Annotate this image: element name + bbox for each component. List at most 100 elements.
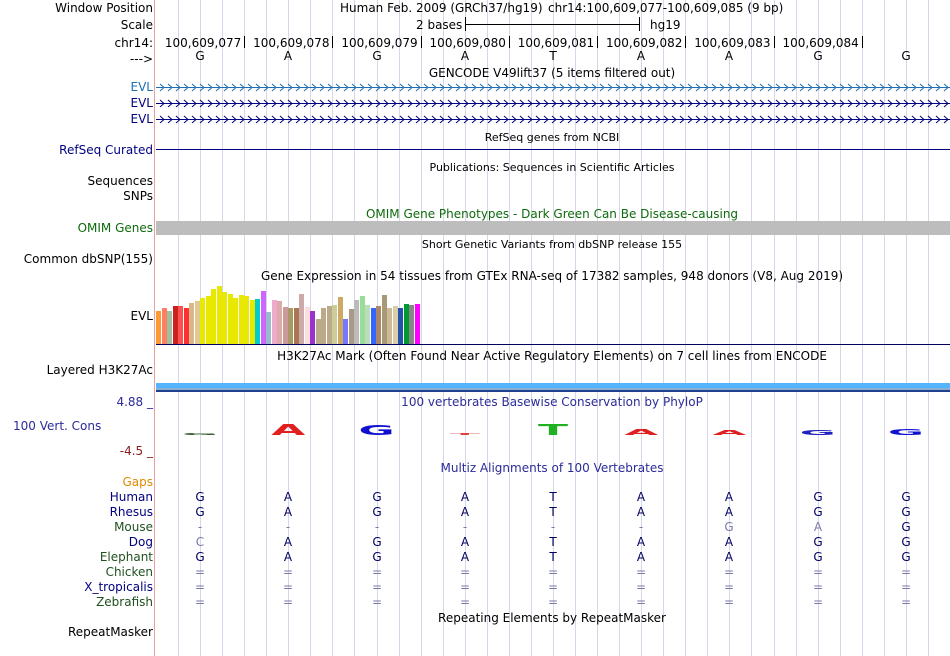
gtex-tissue-bar[interactable]: [184, 308, 189, 344]
gtex-tissue-bar[interactable]: [222, 292, 227, 344]
conservation-label[interactable]: 100 Vert. Cons: [13, 419, 102, 433]
gtex-tissue-bar[interactable]: [283, 307, 288, 344]
gtex-tissue-bar[interactable]: [189, 303, 194, 344]
species-label[interactable]: X_tropicalis: [84, 580, 153, 594]
gtex-bar-chart[interactable]: [156, 284, 950, 344]
gtex-tissue-bar[interactable]: [382, 295, 387, 344]
gencode-gene-3[interactable]: [156, 115, 950, 124]
dbsnp-label[interactable]: Common dbSNP(155): [23, 252, 153, 266]
pubs-snps-label[interactable]: SNPs: [123, 189, 153, 203]
gtex-tissue-bar[interactable]: [288, 308, 293, 344]
gtex-tissue-bar[interactable]: [200, 298, 205, 344]
guide-line: [884, 0, 885, 656]
gtex-tissue-bar[interactable]: [228, 294, 233, 344]
gtex-tissue-bar[interactable]: [371, 308, 376, 344]
gtex-tissue-bar[interactable]: [365, 305, 370, 344]
gtex-tissue-bar[interactable]: [156, 311, 161, 344]
species-label[interactable]: Rhesus: [109, 505, 153, 519]
strand-chevron: [687, 115, 693, 124]
gtex-tissue-bar[interactable]: [332, 305, 337, 344]
gtex-tissue-bar[interactable]: [255, 299, 260, 344]
strand-chevron: [223, 99, 229, 108]
gencode-gene-1[interactable]: [156, 83, 950, 92]
gtex-gene-label[interactable]: EVL: [130, 309, 153, 323]
gtex-tissue-bar[interactable]: [299, 294, 304, 344]
gtex-tissue-bar[interactable]: [178, 306, 183, 344]
species-label[interactable]: Elephant: [99, 550, 153, 564]
strand-chevron: [503, 115, 509, 124]
refseq-curated-label[interactable]: RefSeq Curated: [59, 143, 153, 157]
pubs-sequences-label[interactable]: Sequences: [87, 174, 153, 188]
gtex-tissue-bar[interactable]: [321, 308, 326, 344]
species-label[interactable]: Mouse: [114, 520, 153, 534]
gtex-tissue-bar[interactable]: [272, 300, 277, 344]
gtex-tissue-bar[interactable]: [354, 300, 359, 344]
gtex-tissue-bar[interactable]: [244, 296, 249, 344]
gencode-gene-2[interactable]: [156, 99, 950, 108]
strand-chevron: [535, 99, 541, 108]
aligned-base: A: [460, 505, 470, 519]
aligned-base: =: [635, 580, 647, 594]
strand-chevron: [407, 99, 413, 108]
gtex-tissue-bar[interactable]: [343, 319, 348, 344]
refseq-gene-line[interactable]: [156, 149, 950, 150]
gtex-tissue-bar[interactable]: [415, 304, 420, 344]
h3k27ac-signal-base[interactable]: [156, 390, 950, 392]
gtex-tissue-bar[interactable]: [211, 289, 216, 344]
strand-chevron: [495, 83, 501, 92]
gtex-tissue-bar[interactable]: [173, 306, 178, 344]
gtex-tissue-bar[interactable]: [239, 295, 244, 344]
gtex-tissue-bar[interactable]: [266, 312, 271, 344]
strand-chevron: [943, 83, 949, 92]
gencode-item-evl-2[interactable]: EVL: [130, 96, 153, 110]
gtex-tissue-bar[interactable]: [250, 300, 255, 344]
gtex-tissue-bar[interactable]: [167, 311, 172, 344]
h3k27ac-label[interactable]: Layered H3K27Ac: [46, 363, 153, 377]
strand-chevron: [487, 83, 493, 92]
gtex-tissue-bar[interactable]: [360, 296, 365, 344]
gtex-tissue-bar[interactable]: [376, 306, 381, 344]
gtex-tissue-bar[interactable]: [327, 306, 332, 344]
gtex-tissue-bar[interactable]: [393, 306, 398, 344]
gtex-tissue-bar[interactable]: [310, 311, 315, 344]
aligned-base: T: [549, 550, 557, 564]
guide-line: [685, 0, 686, 656]
gtex-tissue-bar[interactable]: [206, 296, 211, 344]
species-label[interactable]: Dog: [128, 535, 153, 549]
aligned-base: =: [547, 595, 559, 609]
gtex-tissue-bar[interactable]: [294, 308, 299, 344]
gtex-tissue-bar[interactable]: [349, 309, 354, 344]
gtex-tissue-bar[interactable]: [277, 301, 282, 344]
strand-chevron: [727, 83, 733, 92]
guide-line: [774, 0, 775, 656]
omim-genes-label[interactable]: OMIM Genes: [77, 221, 153, 235]
gtex-tissue-bar[interactable]: [305, 307, 310, 344]
gtex-tissue-bar[interactable]: [195, 301, 200, 344]
strand-chevron: [919, 115, 925, 124]
multiz-gaps-label[interactable]: Gaps: [122, 475, 153, 489]
gencode-item-evl-1[interactable]: EVL: [130, 80, 153, 94]
species-label[interactable]: Zebrafish: [96, 595, 153, 609]
strand-chevron: [375, 83, 381, 92]
gtex-tissue-bar[interactable]: [261, 291, 266, 344]
omim-feature-bar[interactable]: [156, 221, 950, 235]
gtex-tissue-bar[interactable]: [338, 297, 343, 344]
gtex-tissue-bar[interactable]: [217, 286, 222, 344]
h3k27ac-signal-mid[interactable]: [156, 388, 950, 390]
repeatmasker-label[interactable]: RepeatMasker: [67, 625, 153, 639]
publications-track-title: Publications: Sequences in Scientific Ar…: [429, 161, 675, 174]
gtex-tissue-bar[interactable]: [409, 305, 414, 344]
species-label[interactable]: Chicken: [105, 565, 153, 579]
gtex-tissue-bar[interactable]: [162, 308, 167, 344]
h3k27ac-signal-top[interactable]: [156, 383, 950, 388]
gtex-tissue-bar[interactable]: [387, 308, 392, 344]
gencode-item-evl-3[interactable]: EVL: [130, 112, 153, 126]
aligned-base: G: [901, 505, 911, 519]
species-label[interactable]: Human: [109, 490, 153, 504]
gtex-tissue-bar[interactable]: [404, 304, 409, 344]
gtex-tissue-bar[interactable]: [398, 308, 403, 344]
gtex-tissue-bar[interactable]: [233, 298, 238, 344]
gtex-tissue-bar[interactable]: [316, 319, 321, 344]
strand-chevron: [303, 83, 309, 92]
